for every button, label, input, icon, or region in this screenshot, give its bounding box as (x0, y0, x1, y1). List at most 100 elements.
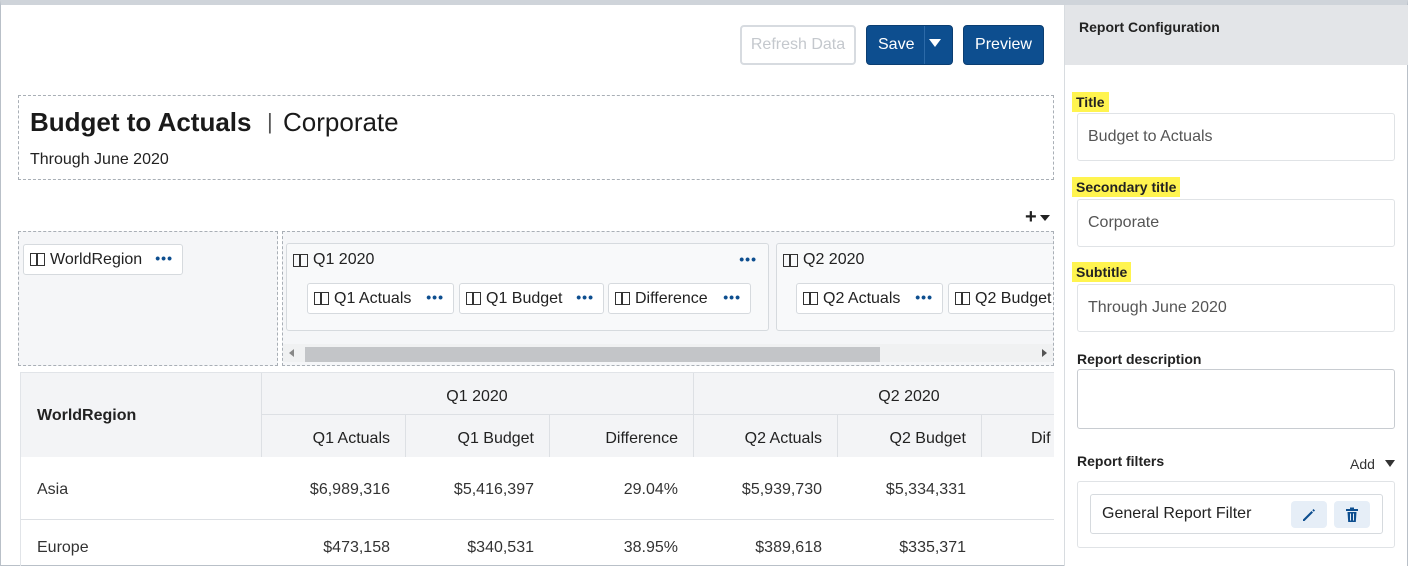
column-group-header: Q2 2020 (783, 251, 864, 269)
column-field-label: Q1 Budget (486, 289, 563, 307)
column-header[interactable]: Q2 Budget (889, 430, 967, 447)
filters-list: General Report Filter (1077, 481, 1395, 548)
more-options-icon[interactable]: ••• (576, 289, 594, 305)
secondary-title-label: Secondary title (1072, 177, 1181, 197)
column-field-chip[interactable]: Q1 Actuals ••• (307, 283, 454, 314)
column-field-chip[interactable]: Q2 Actuals ••• (796, 283, 943, 314)
column-fields-zone[interactable]: Q1 2020 ••• Q1 Actuals ••• Q1 Budget •••… (282, 231, 1054, 366)
report-table: WorldRegion Q1 2020 Q2 2020 Q1 Actuals Q… (20, 372, 1054, 566)
column-field-chip[interactable]: Q1 Budget ••• (459, 283, 604, 314)
filter-item[interactable]: General Report Filter (1090, 494, 1383, 534)
chevron-down-icon (1039, 214, 1050, 221)
panel-header: Report Configuration (1065, 5, 1408, 65)
edit-filter-button[interactable] (1291, 501, 1327, 528)
report-configuration-panel: Report Configuration Title Budget to Act… (1064, 5, 1408, 566)
title-separator: | (267, 109, 273, 134)
more-options-icon[interactable]: ••• (426, 289, 444, 305)
column-field-label: Difference (635, 289, 708, 307)
add-field-button[interactable]: + (1025, 206, 1050, 229)
header-divider (693, 373, 694, 457)
scroll-left-icon[interactable] (289, 349, 294, 357)
report-title-block[interactable]: Budget to Actuals | Corporate Through Ju… (18, 95, 1054, 180)
save-label: Save (878, 36, 915, 53)
plus-icon: + (1025, 206, 1037, 228)
report-filters-label: Report filters (1077, 453, 1165, 469)
row-divider (21, 519, 1054, 520)
column-field-chip[interactable]: Q2 Budget (948, 283, 1053, 314)
column-field-chip[interactable]: Difference ••• (608, 283, 751, 314)
column-group-label: Q2 2020 (803, 251, 865, 268)
column-header[interactable]: Q1 Budget (457, 430, 535, 447)
more-options-icon[interactable]: ••• (723, 289, 741, 305)
table-icon (314, 292, 329, 305)
scrollbar-thumb[interactable] (305, 347, 880, 362)
column-field-label: Q1 Actuals (334, 289, 412, 307)
table-icon (955, 292, 970, 305)
save-button[interactable]: Save (866, 25, 953, 65)
table-cell: $5,416,397 (453, 481, 534, 498)
table-cell: $6,989,316 (309, 481, 390, 498)
table-cell: $340,531 (467, 539, 534, 556)
column-field-label: Q2 Budget (975, 289, 1052, 307)
panel-title: Report Configuration (1079, 19, 1220, 35)
secondary-title-field[interactable]: Corporate (1077, 199, 1395, 247)
title-field[interactable]: Budget to Actuals (1077, 113, 1395, 161)
column-header[interactable]: Difference (605, 430, 678, 447)
scroll-right-icon[interactable] (1042, 349, 1047, 357)
report-description-field[interactable] (1077, 369, 1395, 429)
column-group-q1[interactable]: Q1 2020 ••• Q1 Actuals ••• Q1 Budget •••… (286, 243, 769, 331)
table-cell: $335,371 (899, 539, 966, 556)
header-divider (981, 414, 982, 457)
title-label: Title (1072, 92, 1109, 112)
table-icon (293, 253, 308, 267)
table-cell: $5,334,331 (885, 481, 966, 498)
header-divider (405, 414, 406, 457)
row-field-chip[interactable]: WorldRegion ••• (23, 244, 183, 275)
save-dropdown-icon[interactable] (929, 39, 941, 47)
more-options-icon[interactable]: ••• (155, 250, 173, 266)
column-group-header: Q1 2020 (293, 251, 374, 269)
column-group-q2[interactable]: Q2 2020 Q2 Actuals ••• Q2 Budget (776, 243, 1053, 331)
row-field-label: WorldRegion (50, 250, 143, 268)
row-label: Europe (37, 539, 89, 556)
table-icon (30, 253, 45, 266)
header-divider (261, 373, 262, 457)
subtitle-field[interactable]: Through June 2020 (1077, 284, 1395, 332)
more-options-icon[interactable]: ••• (739, 251, 757, 267)
preview-button[interactable]: Preview (963, 25, 1044, 65)
pencil-icon (1303, 508, 1315, 521)
column-group-label: Q1 2020 (313, 251, 375, 268)
table-cell: 29.04% (623, 481, 678, 498)
table-icon (803, 292, 818, 305)
report-editor: Refresh Data Save Preview Budget to Actu… (10, 5, 1063, 566)
filter-name: General Report Filter (1102, 505, 1252, 522)
chevron-down-icon[interactable] (1385, 460, 1395, 467)
table-cell: $473,158 (323, 539, 390, 556)
row-header[interactable]: WorldRegion (37, 407, 137, 424)
group-header[interactable]: Q2 2020 (878, 388, 940, 405)
more-options-icon[interactable]: ••• (915, 289, 933, 305)
header-divider (549, 414, 550, 457)
row-label: Asia (37, 481, 69, 498)
delete-filter-button[interactable] (1334, 501, 1370, 528)
table-header (21, 373, 1054, 457)
row-fields-zone[interactable]: WorldRegion ••• (18, 231, 278, 366)
column-header[interactable]: Dif (1031, 430, 1051, 447)
table-icon (615, 292, 630, 305)
table-cell: $5,939,730 (741, 481, 822, 498)
report-title: Budget to Actuals (30, 107, 252, 137)
report-subtitle: Through June 2020 (30, 151, 169, 168)
trash-icon (1346, 507, 1358, 522)
column-header[interactable]: Q2 Actuals (744, 430, 822, 447)
group-header[interactable]: Q1 2020 (446, 388, 508, 405)
add-filter-button[interactable]: Add (1350, 456, 1375, 472)
subtitle-label: Subtitle (1072, 262, 1132, 282)
horizontal-scrollbar[interactable] (283, 344, 1053, 362)
table-icon (466, 292, 481, 305)
header-divider (837, 414, 838, 457)
column-header[interactable]: Q1 Actuals (312, 430, 390, 447)
table-cell: 38.95% (623, 539, 678, 556)
refresh-data-button[interactable]: Refresh Data (740, 25, 856, 65)
save-divider (924, 26, 925, 64)
table-cell: $389,618 (755, 539, 822, 556)
